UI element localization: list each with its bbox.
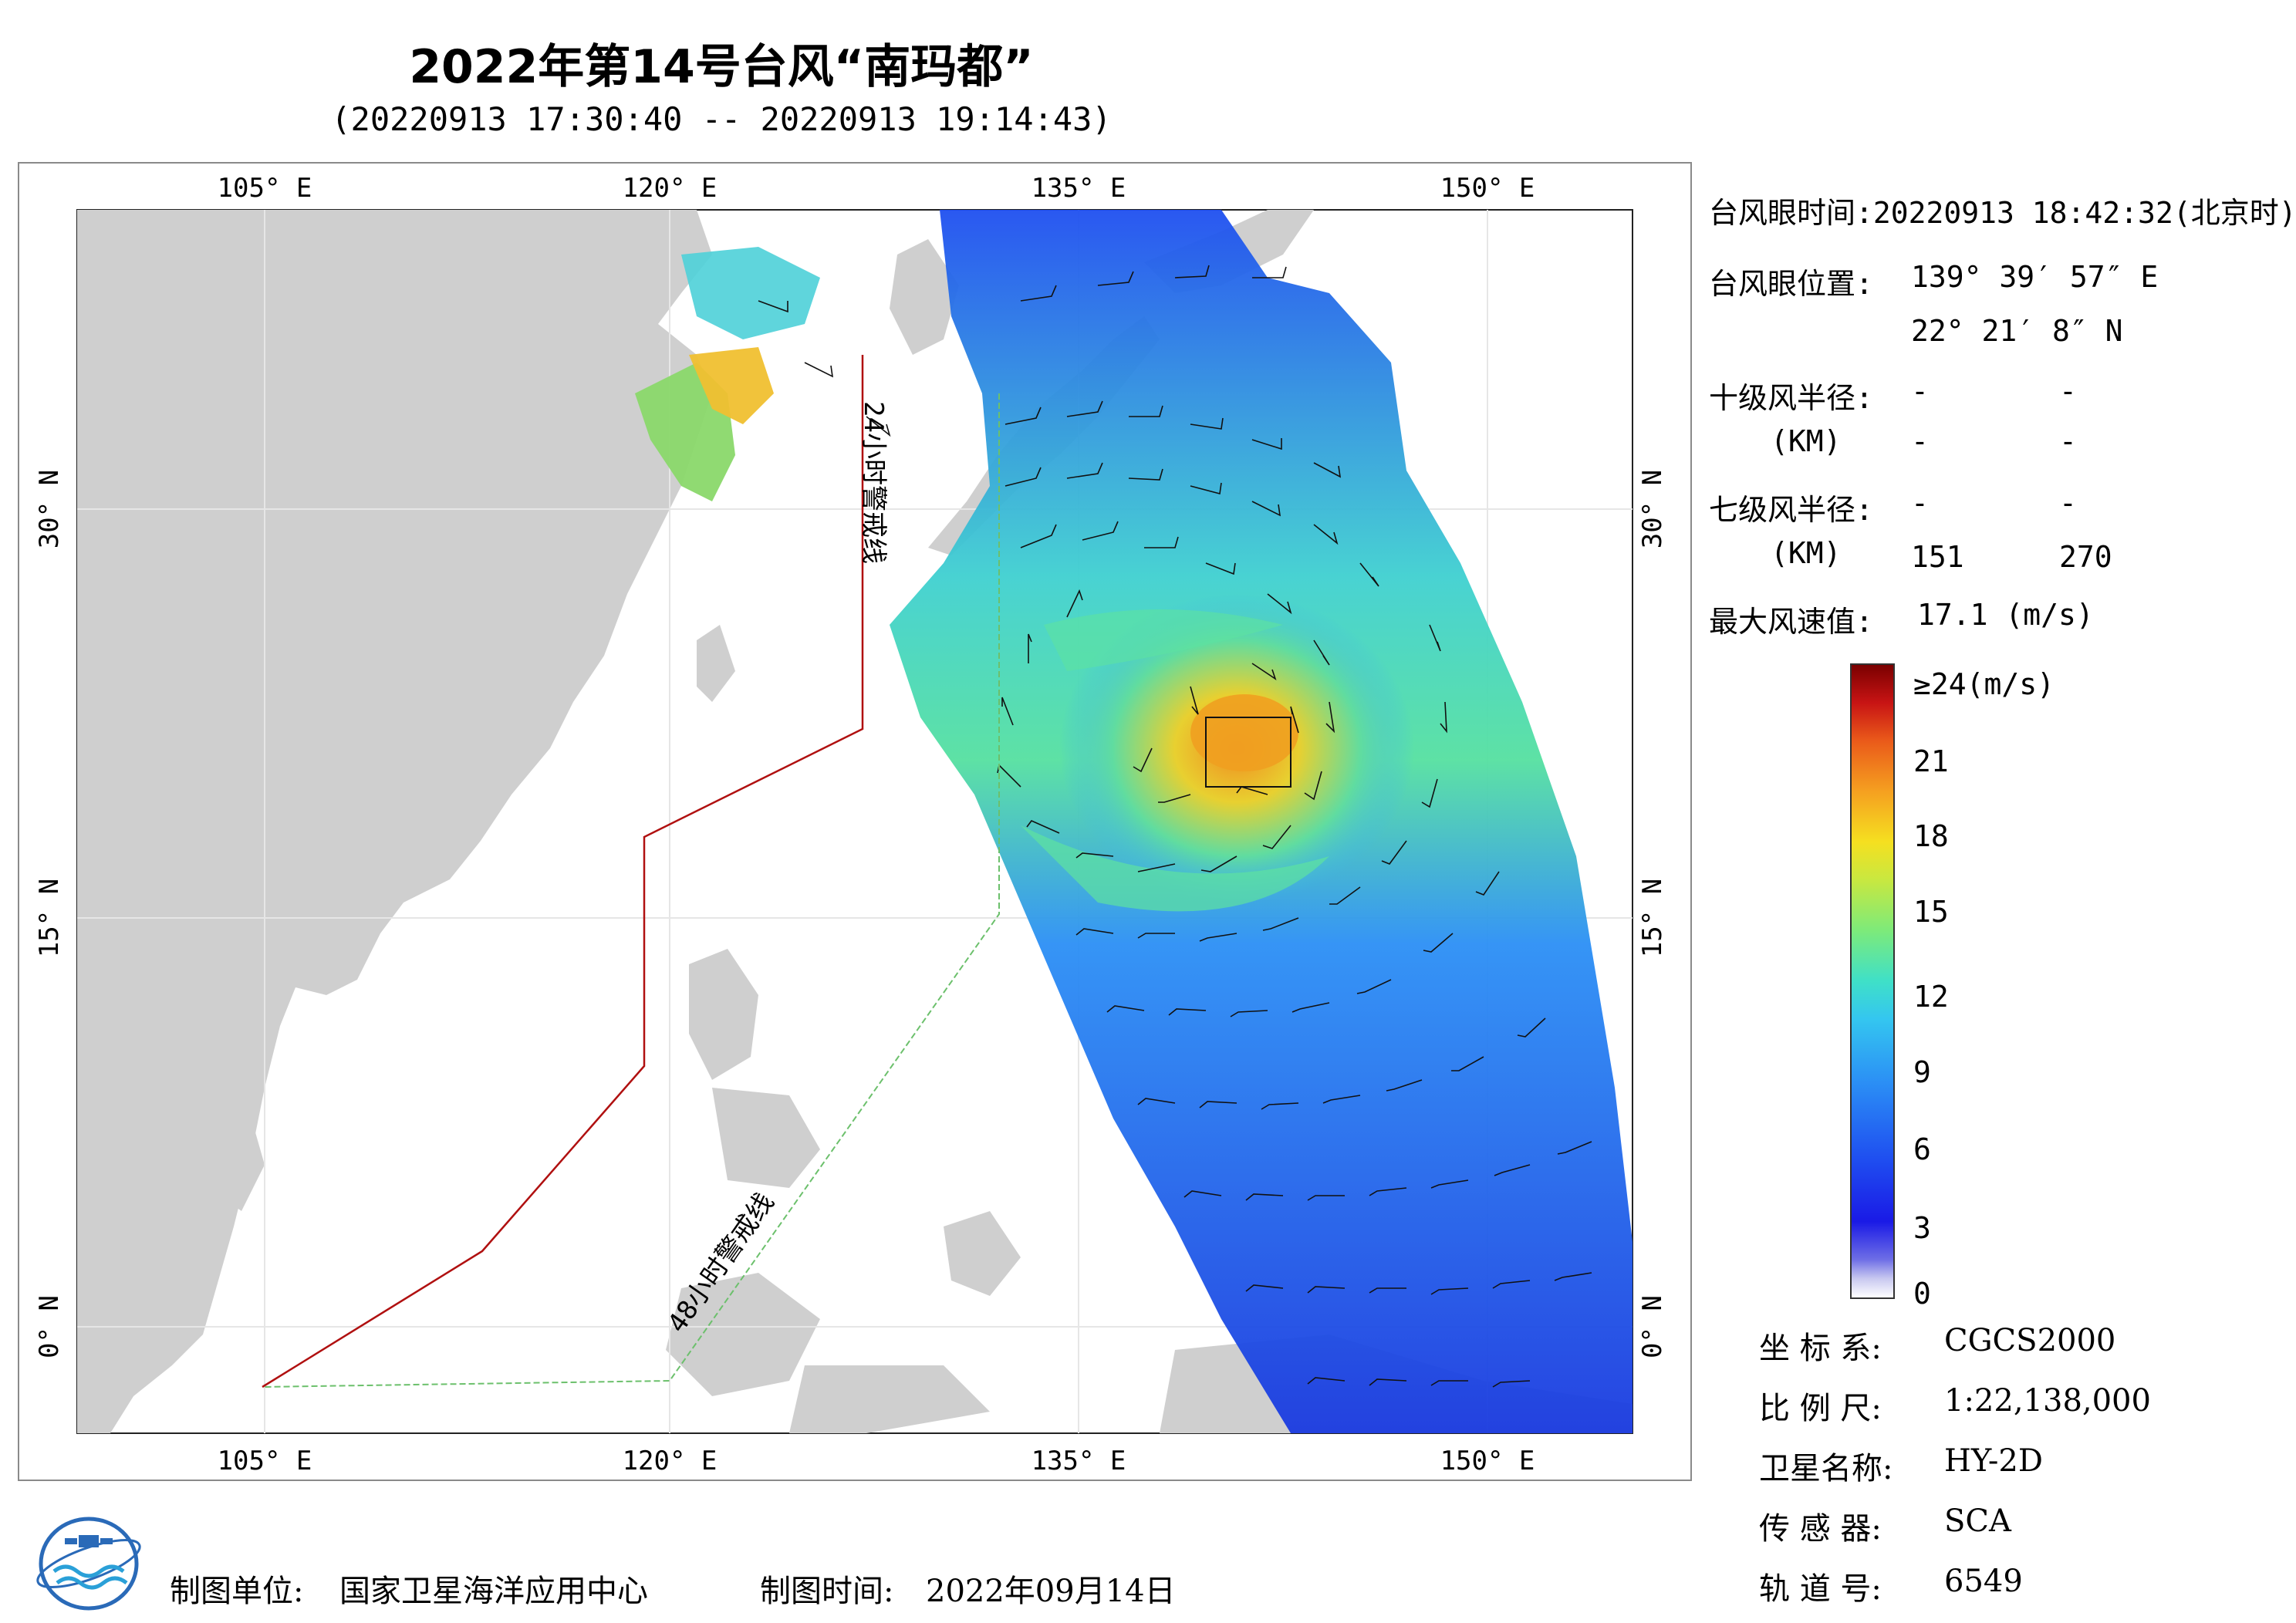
wind-barbs (758, 265, 1592, 1388)
r7-value-2: - (2059, 486, 2077, 520)
legend-label-21: 21 (1913, 744, 1949, 778)
eye-time-label: 台风眼时间: (1709, 196, 1873, 230)
eye-lat: 22° 21′ 8″ N (1911, 314, 2123, 348)
tick-lon-135-bottom: 135° E (1032, 1446, 1126, 1476)
footer-time-value: 2022年09月14日 (926, 1574, 1176, 1609)
eye-time-row: 台风眼时间:20220913 18:42:32(北京时) (1709, 189, 2296, 231)
typhoon-eye-box[interactable] (1205, 717, 1292, 788)
legend-label-6: 6 (1913, 1132, 1931, 1166)
r7-value-1: - (1911, 486, 1929, 520)
wind-map[interactable]: 24小时警戒线 48小时警戒线 105° E 120° E 135° E 150… (18, 162, 1692, 1481)
legend-label-0: 0 (1913, 1277, 1931, 1311)
legend-label-3: 3 (1913, 1211, 1931, 1245)
tick-lat-0-right: 0° N (1637, 1295, 1668, 1358)
legend-label-18: 18 (1913, 819, 1949, 853)
scale-value: 1:22,138,000 (1944, 1383, 2151, 1419)
wind-speed-colorbar (1850, 663, 1895, 1299)
legend-label-15: 15 (1913, 895, 1949, 929)
r10-value-3: - (1911, 424, 1929, 458)
max-wind-label: 最大风速值: (1709, 605, 1873, 639)
crs-value: CGCS2000 (1944, 1323, 2116, 1358)
scale-label: 比 例 尺: (1759, 1391, 1882, 1426)
orbit-label: 轨 道 号: (1759, 1571, 1882, 1607)
sensor-value: SCA (1944, 1503, 2011, 1539)
tick-lat-30-right: 30° N (1637, 470, 1668, 548)
r10-label: 十级风半径: (1709, 381, 1873, 415)
r10-unit: (KM) (1771, 424, 1842, 458)
sensor-label: 传 感 器: (1759, 1511, 1882, 1547)
eye-pos-label: 台风眼位置: (1709, 267, 1873, 301)
r10-value-4: - (2059, 424, 2077, 458)
legend-label-9: 9 (1913, 1055, 1931, 1089)
r10-value-2: - (2059, 374, 2077, 408)
r7-value-3: 151 (1911, 540, 1964, 574)
label-24h-line: 24小时警戒线 (858, 401, 889, 564)
legend-label-12: 12 (1913, 980, 1949, 1014)
tick-lon-120-bottom: 120° E (623, 1446, 718, 1476)
tick-lon-150-bottom: 150° E (1440, 1446, 1535, 1476)
tick-lon-105-bottom: 105° E (218, 1446, 312, 1476)
eye-lon: 139° 39′ 57″ E (1911, 260, 2159, 294)
eye-time-value: 20220913 18:42:32(北京时) (1872, 196, 2296, 230)
tick-lat-30-left: 30° N (34, 470, 65, 548)
satellite-value: HY-2D (1944, 1443, 2043, 1479)
r7-label: 七级风半径: (1709, 493, 1873, 527)
tick-lon-150-top: 150° E (1440, 173, 1535, 204)
tick-lat-15-right: 15° N (1637, 879, 1668, 957)
tick-lat-15-left: 15° N (34, 879, 65, 957)
line-24h-warning (262, 355, 864, 1388)
r7-value-4: 270 (2059, 540, 2112, 574)
r10-value-1: - (1911, 374, 1929, 408)
wind-swath (635, 210, 1633, 1433)
satellite-label: 卫星名称: (1759, 1451, 1893, 1486)
footer-unit-value: 国家卫星海洋应用中心 (339, 1574, 648, 1609)
line-48h-warning (262, 393, 1000, 1388)
legend-label-24: ≥24(m/s) (1913, 667, 2055, 701)
map-subtitle: (20220913 17:30:40 -- 20220913 19:14:43) (331, 100, 1112, 138)
crs-label: 坐 标 系: (1759, 1331, 1882, 1366)
map-content (77, 210, 1633, 1433)
footer-time-label: 制图时间: (760, 1574, 894, 1609)
tick-lon-120-top: 120° E (623, 173, 718, 204)
map-title: 2022年第14号台风“南玛都” (409, 40, 1034, 94)
tick-lon-135-top: 135° E (1032, 173, 1126, 204)
tick-lon-105-top: 105° E (218, 173, 312, 204)
footer-unit-label: 制图单位: (170, 1574, 304, 1609)
r7-unit: (KM) (1771, 536, 1842, 570)
tick-lat-0-left: 0° N (34, 1295, 65, 1358)
max-wind-value: 17.1 (m/s) (1917, 598, 2094, 632)
nsoas-logo (36, 1517, 141, 1611)
orbit-value: 6549 (1944, 1564, 2023, 1599)
